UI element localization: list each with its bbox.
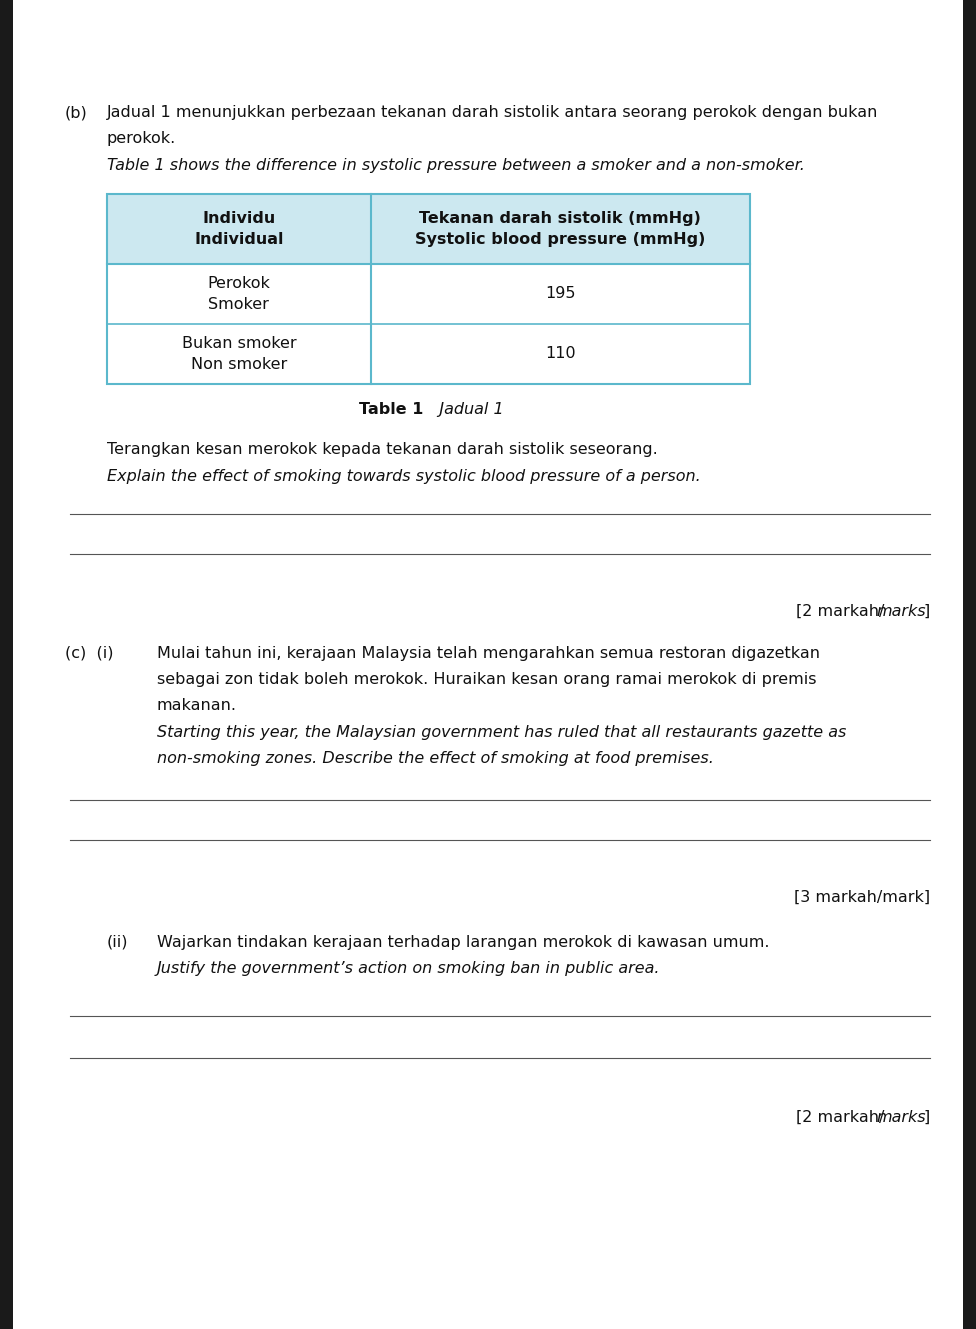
Text: Perokok
Smoker: Perokok Smoker xyxy=(207,276,270,312)
Text: (b): (b) xyxy=(65,105,88,120)
Text: Tekanan darah sistolik (mmHg)
Systolic blood pressure (mmHg): Tekanan darah sistolik (mmHg) Systolic b… xyxy=(415,211,706,247)
Text: Wajarkan tindakan kerajaan terhadap larangan merokok di kawasan umum.: Wajarkan tindakan kerajaan terhadap lara… xyxy=(157,934,769,949)
Text: makanan.: makanan. xyxy=(157,699,237,714)
Text: 110: 110 xyxy=(545,347,576,361)
Text: (ii): (ii) xyxy=(107,934,129,949)
Text: [2 markah/: [2 markah/ xyxy=(795,603,884,618)
Text: 195: 195 xyxy=(545,287,576,302)
Text: Individu
Individual: Individu Individual xyxy=(194,211,284,247)
Bar xyxy=(107,194,750,264)
Text: Jadual 1: Jadual 1 xyxy=(424,401,503,417)
Text: Table 1: Table 1 xyxy=(359,401,424,417)
Text: non-smoking zones. Describe the effect of smoking at food premises.: non-smoking zones. Describe the effect o… xyxy=(157,751,713,767)
Bar xyxy=(107,264,750,324)
Bar xyxy=(107,194,750,384)
Text: Jadual 1 menunjukkan perbezaan tekanan darah sistolik antara seorang perokok den: Jadual 1 menunjukkan perbezaan tekanan d… xyxy=(107,105,878,120)
Text: (c)  (i): (c) (i) xyxy=(65,646,113,661)
Text: [2 markah/: [2 markah/ xyxy=(795,1110,884,1126)
Text: perokok.: perokok. xyxy=(107,132,177,146)
Text: Table 1 shows the difference in systolic pressure between a smoker and a non-smo: Table 1 shows the difference in systolic… xyxy=(107,158,805,173)
Text: Starting this year, the Malaysian government has ruled that all restaurants gaze: Starting this year, the Malaysian govern… xyxy=(157,726,846,740)
Text: [3 markah/mark]: [3 markah/mark] xyxy=(793,889,930,905)
Text: Terangkan kesan merokok kepada tekanan darah sistolik seseorang.: Terangkan kesan merokok kepada tekanan d… xyxy=(107,443,658,457)
Bar xyxy=(107,324,750,384)
Text: marks: marks xyxy=(876,603,926,618)
Text: Justify the government’s action on smoking ban in public area.: Justify the government’s action on smoki… xyxy=(157,961,661,975)
Text: sebagai zon tidak boleh merokok. Huraikan kesan orang ramai merokok di premis: sebagai zon tidak boleh merokok. Huraika… xyxy=(157,672,817,687)
Text: ]: ] xyxy=(923,1110,930,1126)
Text: Mulai tahun ini, kerajaan Malaysia telah mengarahkan semua restoran digazetkan: Mulai tahun ini, kerajaan Malaysia telah… xyxy=(157,646,820,661)
Text: marks: marks xyxy=(876,1110,926,1126)
Text: ]: ] xyxy=(923,603,930,618)
Text: Bukan smoker
Non smoker: Bukan smoker Non smoker xyxy=(182,336,296,372)
Text: Explain the effect of smoking towards systolic blood pressure of a person.: Explain the effect of smoking towards sy… xyxy=(107,469,701,484)
